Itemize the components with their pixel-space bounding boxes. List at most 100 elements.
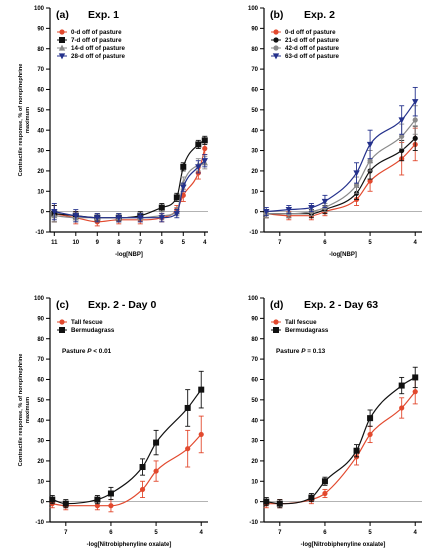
x-axis-label: -log[Nitrobiphenyline oxalate]: [87, 542, 172, 548]
legend-label: Tall fescue: [71, 319, 103, 326]
data-point: [398, 117, 405, 124]
x-tick-label: 7: [139, 240, 143, 246]
data-point: [367, 415, 374, 422]
data-point: [201, 158, 208, 165]
legend-label: Bermudagrass: [285, 327, 329, 334]
legend-label: Tall fescue: [285, 319, 317, 326]
y-tick-label: -10: [35, 520, 44, 526]
data-point: [353, 170, 360, 177]
data-point: [263, 498, 270, 505]
data-point: [322, 490, 328, 497]
x-axis-label: -log[Nitrobiphenyline oxalate]: [301, 542, 386, 548]
data-point: [108, 503, 114, 509]
y-tick-label: 30: [251, 149, 258, 155]
legend-marker: [273, 29, 279, 35]
panel-letter: (c): [56, 299, 69, 311]
y-tick-label: 90: [251, 316, 258, 322]
y-tick-label: 20: [251, 169, 258, 175]
legend-label: Bermudagrass: [71, 327, 115, 334]
data-point: [285, 207, 293, 213]
y-tick-label: 50: [251, 108, 258, 114]
annotation-text: Pasture: [62, 348, 87, 355]
data-point: [139, 464, 146, 471]
data-point: [94, 496, 101, 503]
x-tick-label: 6: [323, 240, 327, 246]
legend-label: 14-d off of pasture: [71, 45, 126, 52]
y-tick-label: 100: [34, 296, 45, 302]
y-tick-label: 40: [37, 418, 44, 424]
fit-curve: [52, 389, 202, 505]
panel-letter: (a): [56, 9, 69, 21]
x-tick-label: 4: [203, 240, 207, 246]
fit-curve: [54, 162, 205, 219]
x-tick-label: 4: [200, 530, 204, 536]
series-3: [263, 105, 418, 219]
x-tick-label: 11: [51, 240, 58, 246]
y-tick-label: 60: [37, 88, 44, 94]
y-tick-label: -10: [249, 230, 258, 236]
y-tick-label: 70: [251, 67, 258, 73]
x-tick-label: 5: [368, 240, 372, 246]
data-point: [399, 147, 405, 154]
x-tick-label: 7: [278, 240, 282, 246]
chart-panel-2: -10 0 10 20 30 40 50 60 70 80 90 100 7 6 5 4 -log[NBP] (b…: [248, 6, 422, 258]
data-point: [158, 204, 165, 211]
fit-curve: [266, 119, 416, 215]
data-point: [153, 439, 160, 446]
data-point: [263, 209, 270, 216]
data-point: [153, 468, 159, 474]
y-tick-label: 40: [37, 128, 44, 134]
legend-marker: [272, 53, 280, 60]
x-tick-label: 5: [154, 530, 158, 536]
x-tick-label: 10: [72, 240, 79, 246]
y-tick-label: 20: [37, 459, 44, 465]
y-tick-label: 100: [248, 6, 259, 12]
legend-marker: [59, 29, 65, 35]
fit-curve: [266, 137, 416, 215]
annotation-p: P: [301, 348, 306, 355]
y-tick-label: 60: [251, 88, 258, 94]
legend-label: 7-d off of pasture: [71, 37, 122, 44]
data-point: [195, 164, 202, 171]
data-point: [412, 117, 418, 123]
data-point: [185, 446, 191, 452]
data-point: [198, 431, 204, 438]
series-2: [49, 370, 205, 509]
data-point: [173, 194, 180, 201]
chart-panel-1: -10 0 10 20 30 40 50 60 70 80 90 100 11 10 9 8 7 6 5 4 -log[…: [18, 6, 208, 258]
annotation-value: = 0.13: [306, 348, 326, 355]
annotation-p: P: [87, 348, 92, 355]
y-tick-label: 70: [251, 357, 258, 363]
data-point: [412, 135, 418, 141]
data-point: [107, 490, 114, 497]
data-point: [180, 163, 187, 170]
y-tick-label: 40: [251, 128, 258, 134]
data-point: [51, 209, 58, 216]
p-value-annotation: Pasture P = 0.13: [276, 348, 326, 355]
legend-label: 0-d off of pasture: [285, 29, 336, 36]
data-point: [94, 503, 100, 509]
legend-marker: [273, 327, 279, 333]
legend-marker: [59, 327, 65, 333]
x-axis-label: -log[NBP]: [115, 252, 143, 258]
data-point: [321, 198, 329, 205]
data-point: [139, 486, 146, 493]
data-point: [353, 447, 360, 454]
y-tick-label: 0: [255, 210, 259, 216]
data-point: [180, 184, 187, 191]
y-tick-label: 0: [41, 500, 45, 506]
x-tick-label: 6: [160, 240, 164, 246]
data-point: [398, 382, 405, 389]
x-tick-label: 8: [117, 240, 121, 246]
y-tick-label: 30: [37, 149, 44, 155]
x-axis-label: -log[NBP]: [329, 252, 357, 258]
data-point: [62, 500, 69, 507]
y-tick-label: 80: [251, 47, 258, 53]
y-tick-label: 30: [37, 439, 44, 445]
fit-curve: [266, 376, 416, 505]
chart-panel-4: -10 0 10 20 30 40 50 60 70 80 90 100 7 6 5 4 -log[Nitrob…: [248, 296, 422, 548]
y-tick-label: 80: [37, 47, 44, 53]
